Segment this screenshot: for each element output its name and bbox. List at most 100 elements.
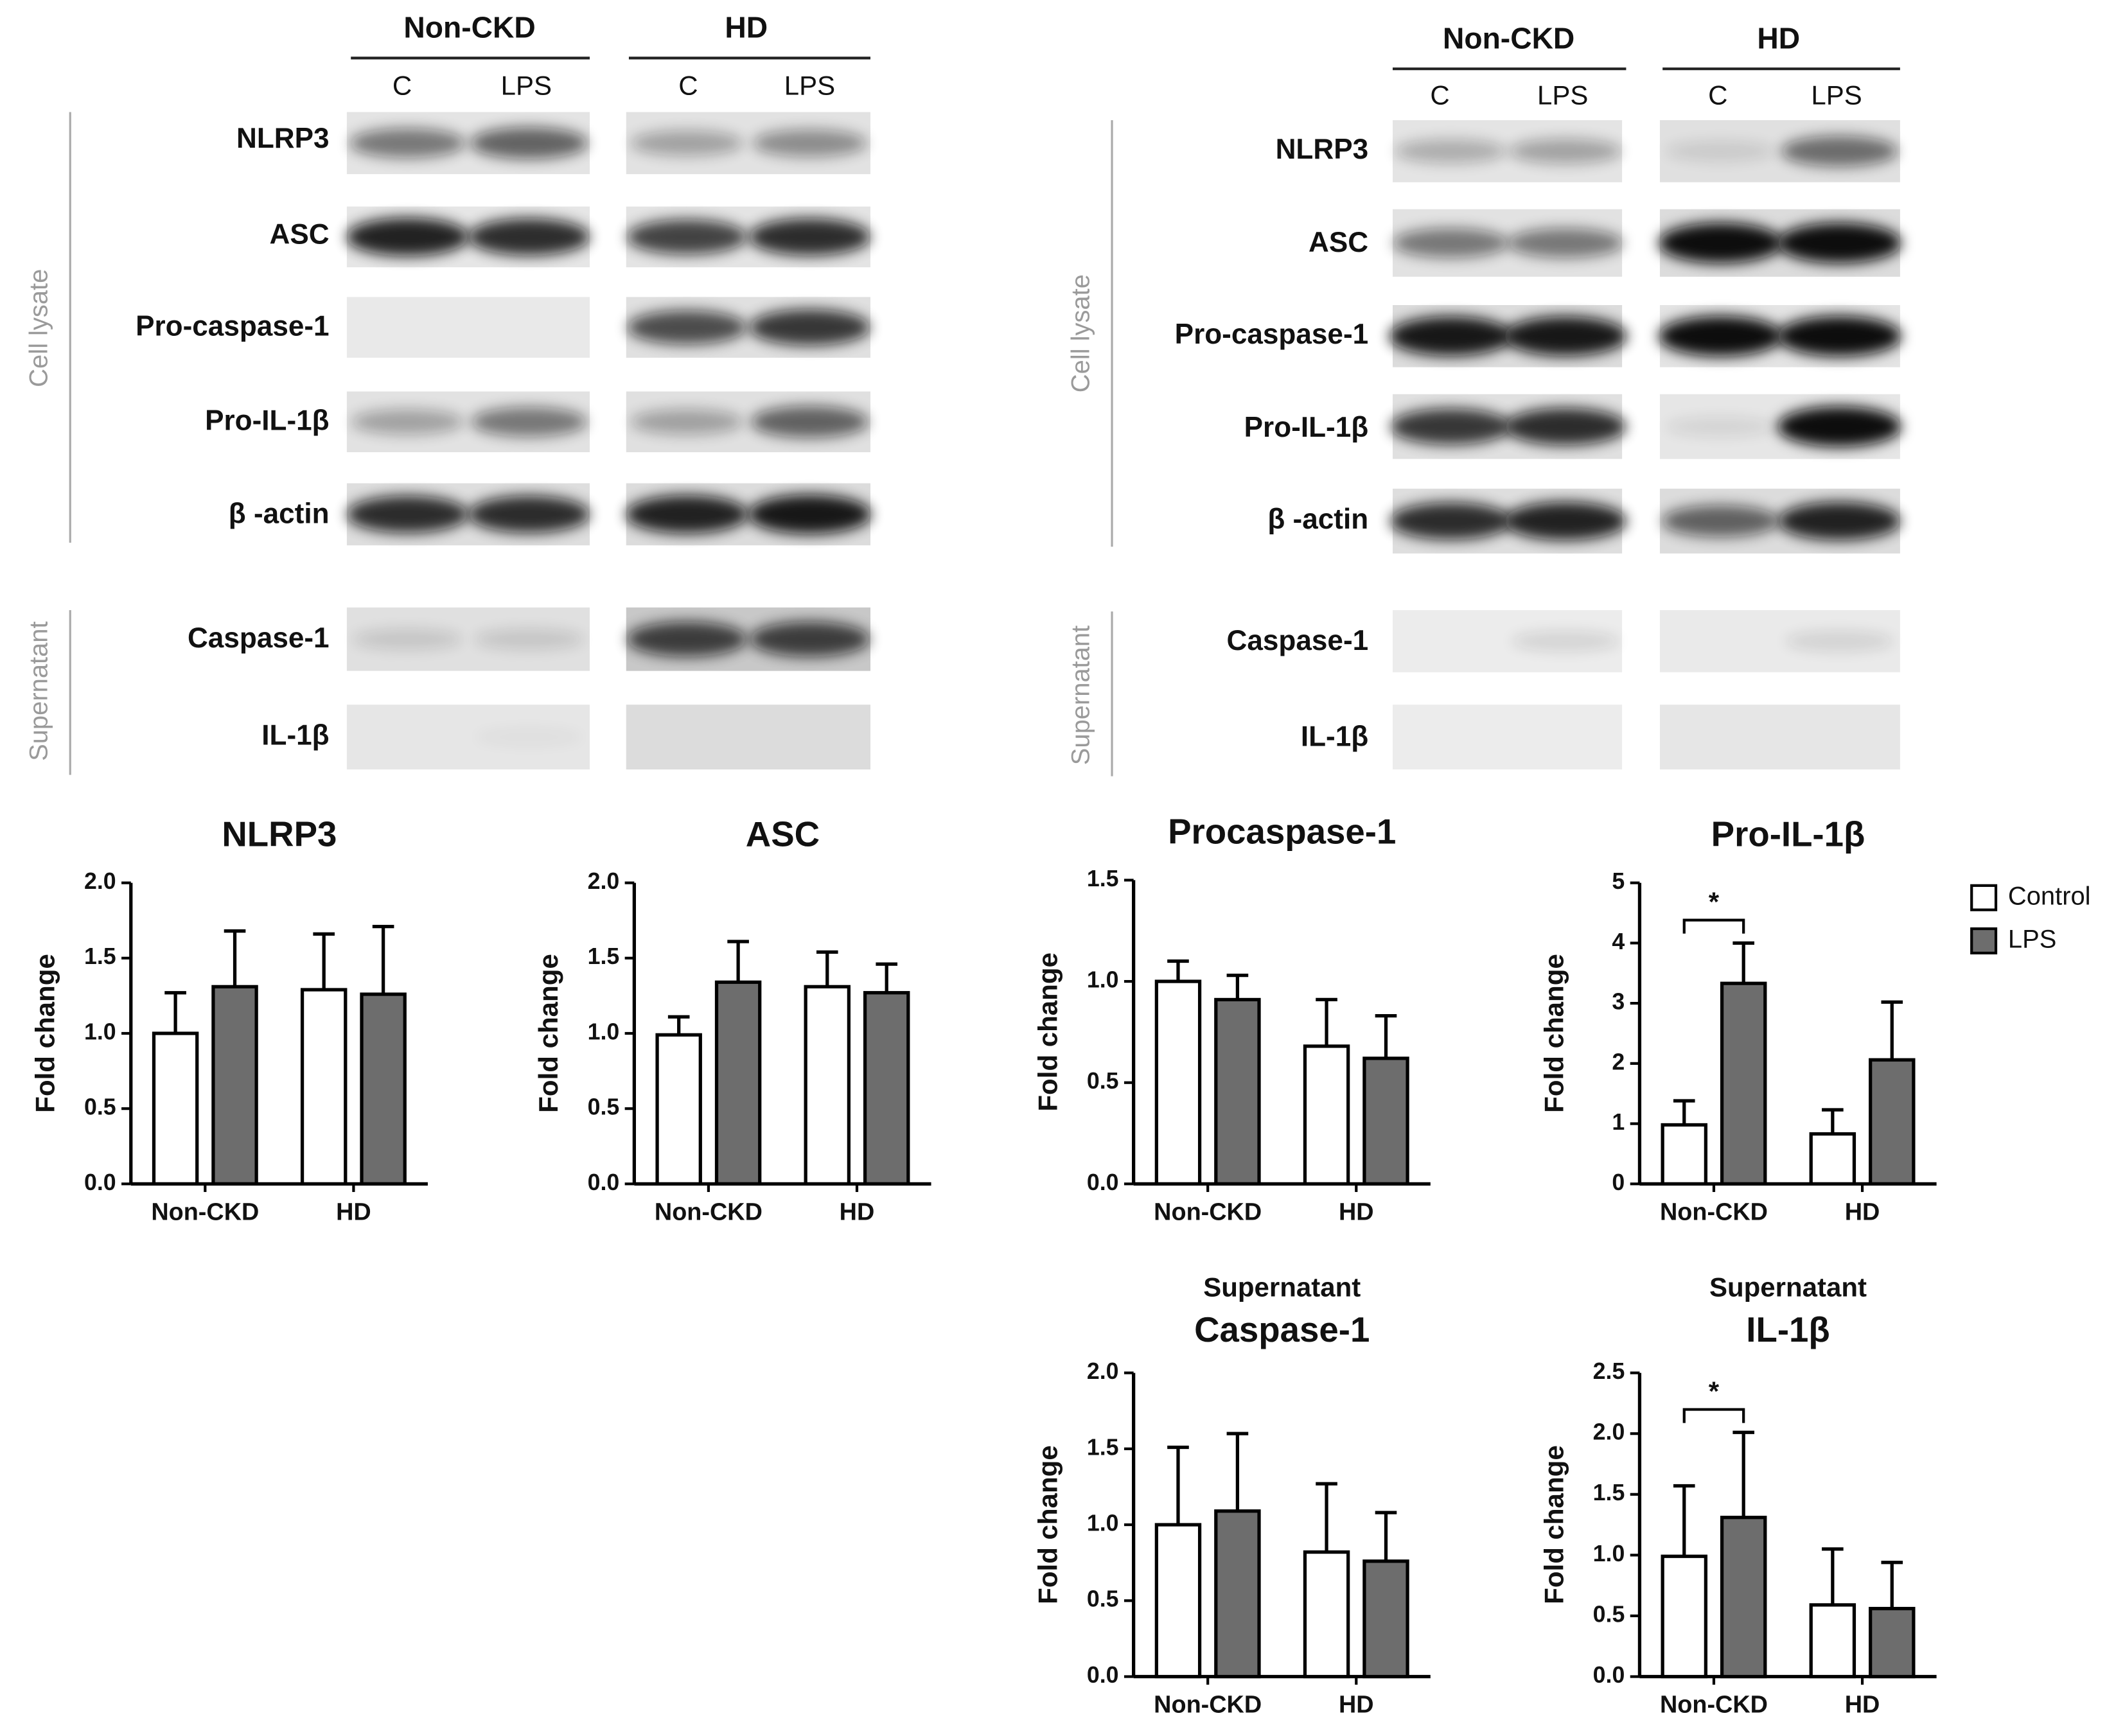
bar [1869,1606,1916,1679]
blot [1392,705,1623,770]
section-label: Cell lysate [1066,274,1095,392]
x-tick-label: Non-CKD [1660,1199,1768,1226]
legend-label: Control [2008,882,2091,910]
band [625,495,748,534]
legend-swatch [1970,884,1998,911]
blot [346,705,590,770]
band [1666,416,1776,437]
y-tick-label: 0.5 [84,1094,116,1120]
y-tick-label: 1.5 [1087,1434,1119,1460]
chart-title: Pro-IL-1β [1711,815,1865,854]
legend-label: LPS [2008,925,2056,954]
lane-label: LPS [784,71,835,101]
group-label: HD [1757,21,1800,55]
section-label: Supernatant [1066,626,1095,766]
lane-label: LPS [1537,80,1588,110]
y-tick-label: 1.0 [588,1019,620,1044]
band [752,129,867,157]
bar [863,991,910,1186]
lane-label: LPS [501,71,552,101]
band [1777,222,1901,263]
y-axis-label: Fold change [30,954,60,1113]
bar [1809,1603,1856,1679]
band [352,628,463,650]
y-tick-label: 1.0 [1593,1541,1625,1566]
bar [1661,1554,1707,1679]
band [1777,502,1901,541]
protein-label: NLRP3 [1276,134,1369,165]
bar [1362,1057,1409,1186]
bar [1154,1523,1202,1679]
protein-label: Caspase-1 [188,622,330,654]
band [346,218,469,256]
band [351,409,464,435]
lane-label: C [1708,80,1727,110]
chart-title: IL-1β [1746,1310,1829,1349]
y-tick-label: 0.0 [1593,1662,1625,1688]
significance-label: * [1709,1376,1720,1406]
y-tick-label: 4 [1612,929,1625,954]
band [1666,141,1776,162]
y-tick-label: 1 [1612,1109,1625,1135]
band [1509,138,1622,164]
lane-label: C [1430,80,1449,110]
y-tick-label: 0.5 [588,1094,620,1120]
bar [1303,1044,1350,1186]
band [1389,502,1512,540]
y-tick-label: 0.5 [1087,1068,1119,1094]
band [473,628,585,650]
x-tick-label: Non-CKD [655,1199,763,1226]
bar [1661,1123,1707,1186]
bar [1869,1058,1916,1186]
bar [360,992,407,1186]
bar [152,1031,199,1186]
band [1661,505,1780,538]
protein-label: Pro-IL-1β [1244,412,1369,443]
bar [655,1033,702,1186]
band [750,406,869,438]
lane-label: C [392,71,412,101]
band [1395,139,1507,164]
protein-label: Pro-IL-1β [205,405,330,437]
y-tick-label: 0 [1612,1170,1625,1195]
group-label: Non-CKD [403,10,535,44]
y-tick-label: 5 [1612,868,1625,894]
y-tick-label: 2.0 [1087,1358,1119,1384]
y-tick-label: 1.0 [1087,1510,1119,1536]
y-axis-label: Fold change [1539,1445,1569,1604]
band [1777,406,1901,447]
protein-label: Pro-caspase-1 [136,310,329,342]
y-tick-label: 0.5 [1087,1586,1119,1612]
significance-bracket [1682,918,1745,934]
y-axis-label: Fold change [1032,1445,1062,1604]
bar [1154,979,1202,1186]
bar [1809,1132,1856,1186]
chart-title: Procaspase-1 [1168,812,1396,851]
significance-bracket [1682,1408,1745,1423]
y-tick-label: 0.0 [588,1170,620,1195]
band [470,127,588,159]
bar [804,985,851,1186]
band [475,727,583,746]
band [748,218,871,256]
y-axis-label: Fold change [1032,952,1062,1112]
x-tick-label: Non-CKD [1660,1692,1768,1719]
chart-subtitle: Supernatant [1203,1272,1361,1302]
band [1503,316,1627,356]
y-tick-label: 1.5 [1087,866,1119,891]
protein-label: Caspase-1 [1227,625,1369,656]
band [749,309,870,346]
band [1504,408,1627,446]
x-tick-label: HD [840,1199,875,1226]
y-tick-label: 2 [1612,1049,1625,1074]
band [1510,630,1621,652]
y-tick-label: 0.0 [84,1170,116,1195]
band [627,310,747,345]
band [626,219,747,255]
y-tick-label: 1.0 [1087,967,1119,992]
band [748,495,872,534]
band [1392,228,1509,258]
bar [300,988,348,1186]
legend-swatch [1970,927,1998,955]
